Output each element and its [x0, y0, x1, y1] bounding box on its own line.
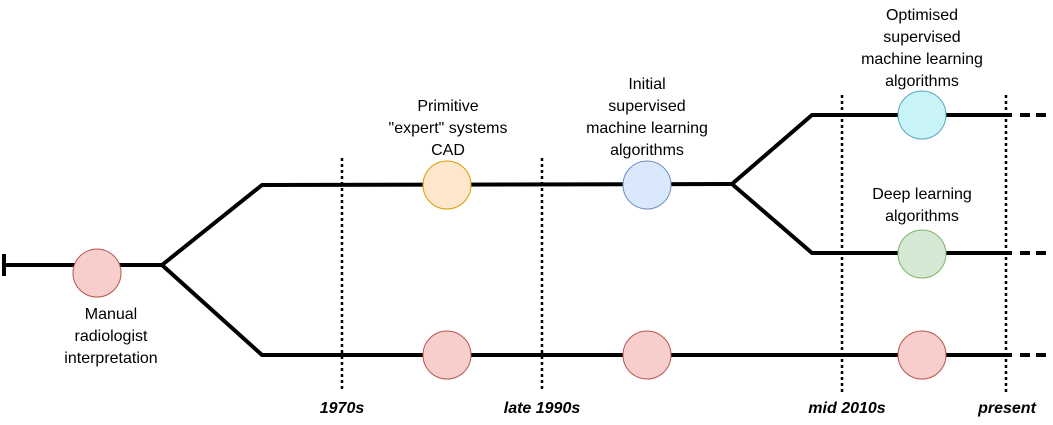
deep-learning-label: Deep learning algorithms: [872, 186, 972, 225]
optimised-supervised-ml-node: [897, 90, 947, 140]
era-label-mid-2010s: mid 2010s: [808, 400, 886, 417]
manual-interpretation-label: Manual radiologist interpretation: [64, 306, 158, 367]
era-label-present: present: [978, 400, 1036, 417]
initial-supervised-ml-label: Initial supervised machine learning algo…: [586, 76, 708, 159]
era-label-late-1990s: late 1990s: [503, 400, 581, 417]
era-divider-lines: [340, 95, 1008, 392]
optimised-supervised-ml-label: Optimised supervised machine learning al…: [861, 7, 983, 90]
continuation-dashes: [1020, 113, 1046, 357]
primitive-expert-systems-label: Primitive "expert" systems CAD: [388, 98, 508, 159]
upper-branch-line: [160, 182, 733, 267]
era-label-1970s: 1970s: [319, 400, 365, 417]
manual-track-node-1990s: [622, 330, 672, 380]
deep-learning-node: [897, 229, 947, 279]
primitive-expert-systems-node: [422, 160, 472, 210]
initial-supervised-ml-node: [622, 160, 672, 210]
lower-branch-line: [160, 263, 1012, 357]
optimised-branch-line: [730, 113, 1012, 186]
manual-interpretation-node: [72, 248, 122, 298]
manual-track-node-1970s: [422, 330, 472, 380]
timeline-branches: [4, 113, 1012, 357]
manual-track-node-2010s: [897, 330, 947, 380]
